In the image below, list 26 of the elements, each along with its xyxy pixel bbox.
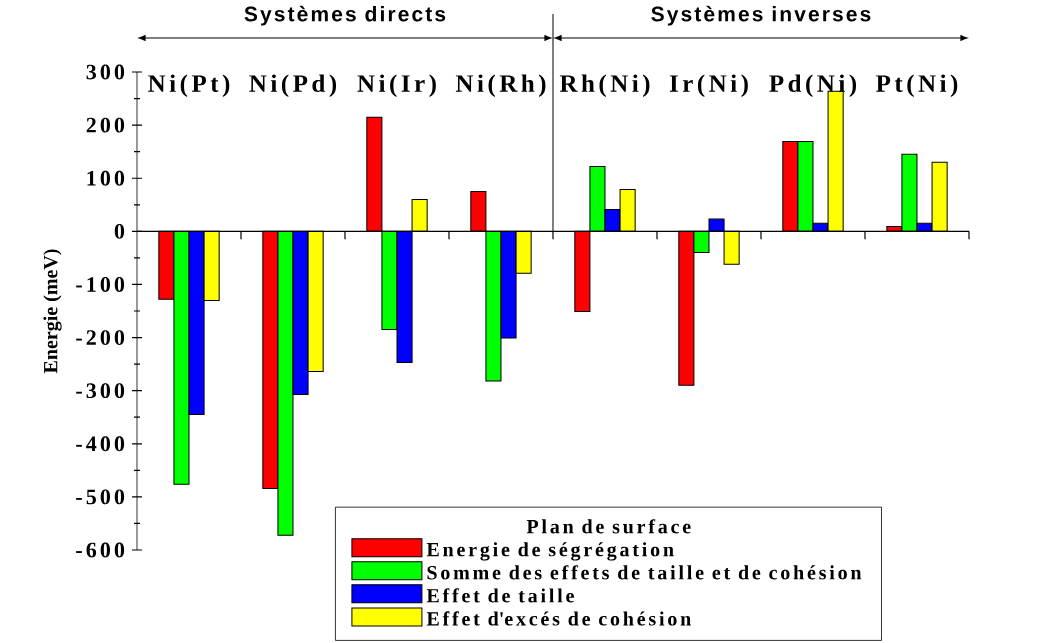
y-tick-label: -400 [76,436,125,452]
x-tick-label: Ir(Ni) [669,74,748,98]
x-tick-label: Ni(Rh) [455,74,546,98]
y-tick-label: -600 [76,542,125,558]
y-tick-label: 100 [87,170,125,186]
y-tick-label: 0 [114,223,125,239]
x-tick-label: Rh(Ni) [559,74,650,98]
text: Systèmes inverses [651,5,871,26]
legend-label: Energie de ségrégation [426,542,674,561]
y-tick-label: -100 [76,277,125,292]
y-tick-label: -300 [76,383,125,399]
legend-label: Somme des effets de taille et de cohésion [427,565,862,580]
y-tick-label: 200 [86,117,125,133]
text: Systèmes directs [244,5,446,26]
y-tick-label: 300 [86,64,125,80]
x-tick-label: Pt(Ni) [876,74,958,98]
legend-title: Plan de surface [526,519,691,534]
x-tick-label: Pd(Ni) [769,74,857,98]
y-tick-label: -200 [76,330,125,345]
legend-label: Effet de taille [426,588,574,603]
x-tick-label: Ni(Pd) [249,74,337,98]
legend-label: Effet d'excés de cohésion [426,611,691,626]
x-tick-label: Ni(Pt) [148,74,230,98]
x-tick-label: Ni(Ir) [357,74,436,98]
y-tick-label: -500 [76,489,125,505]
y-axis-title: Energie (meV) [43,249,62,374]
